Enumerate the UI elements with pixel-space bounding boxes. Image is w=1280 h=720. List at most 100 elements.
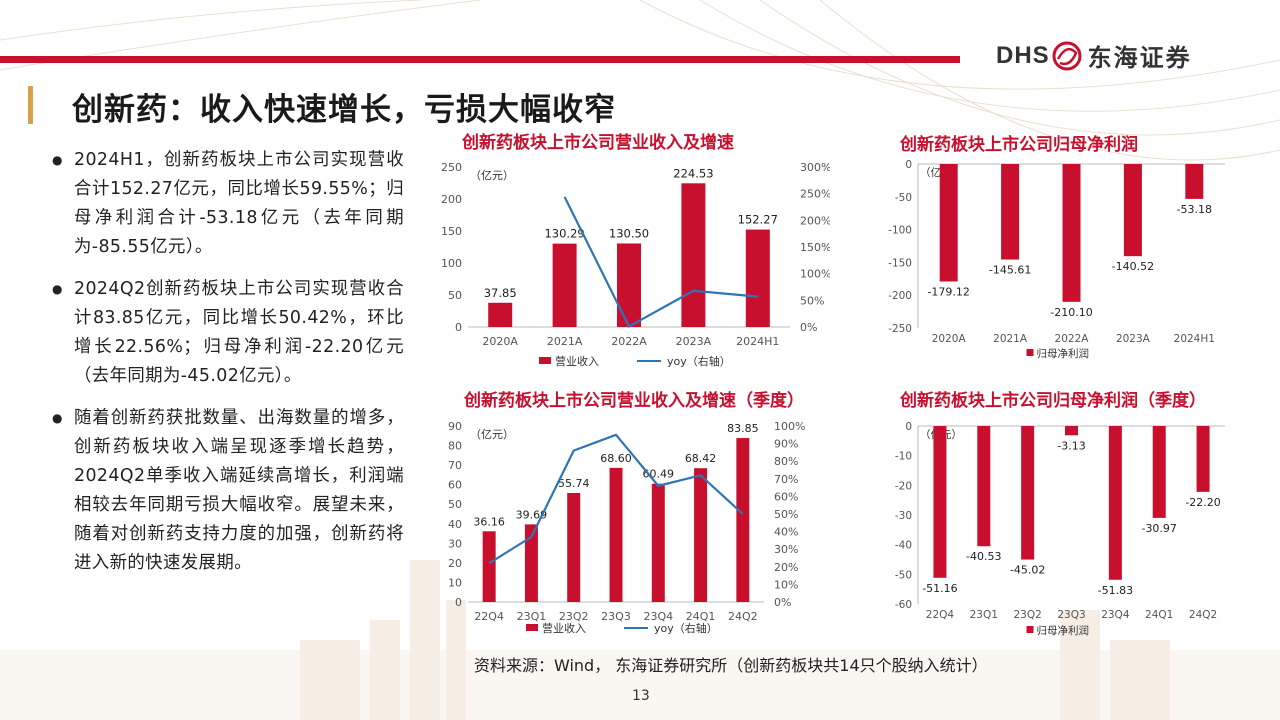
- y-tick-label: 0: [455, 596, 462, 609]
- data-label: -22.20: [1185, 496, 1220, 509]
- page-title: 创新药：收入快速增长，亏损大幅收窄: [72, 92, 616, 128]
- y-tick-label: 100: [441, 257, 462, 270]
- y-tick-label: 90: [448, 420, 462, 433]
- bar: [617, 243, 641, 327]
- c4-svg: 0-10-20-30-40-50-60（亿元）-51.16-40.53-45.0…: [895, 421, 1225, 637]
- y2-tick-label: 200%: [800, 214, 830, 227]
- chart2-title: 创新药板块上市公司归母净利润: [900, 135, 1138, 155]
- y-tick-label: -50: [895, 192, 912, 204]
- y2-tick-label: 0%: [800, 321, 817, 334]
- y2-tick-label: 250%: [800, 188, 830, 201]
- y2-tick-label: 60%: [774, 490, 798, 503]
- bar: [977, 426, 991, 547]
- y-tick-label: 150: [441, 225, 462, 238]
- bar: [1108, 426, 1122, 580]
- data-label: 224.53: [673, 166, 713, 180]
- data-label: 55.74: [558, 477, 590, 490]
- data-label: 39.69: [516, 508, 548, 521]
- y-tick-label: 50: [448, 498, 462, 511]
- y2-tick-label: 70%: [774, 473, 798, 486]
- bar: [1123, 164, 1142, 257]
- bar: [567, 492, 581, 602]
- y-tick-label: 10: [448, 576, 462, 589]
- profit-annual-chart: 0-50-100-150-200-250（亿元）-179.12-145.61-2…: [880, 152, 1240, 367]
- data-label: -3.13: [1057, 439, 1085, 452]
- x-tick-label: 2020A: [482, 335, 518, 348]
- x-tick-label: 23Q1: [517, 610, 547, 623]
- data-label: 68.42: [685, 452, 717, 465]
- legend-label: yoy（右轴）: [667, 354, 731, 368]
- legend-label: 营业收入: [555, 354, 599, 368]
- y-tick-label: 250: [441, 161, 462, 174]
- x-tick-label: 2021A: [993, 333, 1028, 345]
- data-label: 130.29: [544, 227, 584, 241]
- x-tick-label: 2022A: [611, 335, 647, 348]
- x-tick-label: 23Q1: [970, 609, 998, 621]
- bar: [939, 164, 958, 282]
- data-label: -140.52: [1112, 260, 1154, 273]
- revenue-quarterly-chart: 0 10 20 30 40 50 60 70 80 90 （亿元） 36.16 39.69 55.74 68…: [430, 410, 830, 642]
- y-tick-label: -200: [888, 290, 912, 302]
- x-tick-label: 2024H1: [1174, 333, 1215, 345]
- y-tick-label: 60: [448, 479, 462, 492]
- y2-tick-label: 0%: [774, 596, 791, 609]
- y-tick-label: -150: [888, 257, 912, 269]
- y2-tick-label: 50%: [774, 508, 798, 521]
- logo-text-cn: 东海证券: [1087, 44, 1192, 72]
- x-tick-label: 22Q4: [926, 609, 955, 621]
- data-label: -53.18: [1177, 203, 1212, 216]
- data-label: 68.60: [600, 452, 632, 465]
- y2-tick-label: 150%: [800, 241, 830, 254]
- y2-tick-label: 90%: [774, 438, 798, 451]
- bar: [736, 438, 750, 602]
- bar: [609, 467, 623, 602]
- bar: [1185, 164, 1204, 199]
- bar: [1021, 426, 1035, 560]
- x-tick-label: 2021A: [547, 335, 583, 348]
- x-tick-label: 23Q4: [1101, 609, 1130, 621]
- x-tick-label: 2023A: [1116, 333, 1151, 345]
- y2-tick-label: 100%: [800, 268, 830, 281]
- y-tick-label: -50: [895, 569, 912, 581]
- x-tick-label: 24Q2: [1189, 609, 1217, 621]
- y-tick-label: 30: [448, 537, 462, 550]
- bar: [1001, 164, 1020, 260]
- logo-text-en: DHS: [996, 41, 1050, 69]
- y2-tick-label: 50%: [800, 294, 824, 307]
- bar: [1062, 164, 1081, 302]
- data-label: -51.16: [922, 582, 957, 595]
- data-label: -45.02: [1010, 564, 1045, 577]
- data-label: 152.27: [738, 213, 778, 227]
- data-label: 37.85: [484, 286, 517, 300]
- unit-label: （亿元）: [470, 169, 514, 182]
- x-tick-label: 2020A: [932, 333, 967, 345]
- legend-label: 营业收入: [542, 621, 586, 635]
- y-tick-label: 0: [905, 421, 912, 433]
- y-tick-label: 70: [448, 459, 462, 472]
- page-number: 13: [632, 688, 650, 704]
- x-tick-label: 22Q4: [474, 610, 504, 623]
- company-logo: DHS 东海证券: [996, 38, 1192, 73]
- data-label: -210.10: [1050, 306, 1092, 319]
- y2-tick-label: 300%: [800, 161, 830, 174]
- data-label: 130.50: [609, 226, 649, 240]
- legend-swatch-bar: [1026, 349, 1034, 356]
- yoy-line: [563, 196, 758, 328]
- bar: [488, 302, 513, 327]
- c2-svg: 0-50-100-150-200-250（亿元）-179.12-145.61-2…: [888, 159, 1225, 360]
- data-label: 83.85: [727, 422, 759, 435]
- y-tick-label: 80: [448, 440, 462, 453]
- y-tick-label: 0: [455, 321, 462, 334]
- data-label: -51.83: [1098, 584, 1133, 597]
- y2-tick-label: 80%: [774, 455, 798, 468]
- bar: [1065, 426, 1078, 436]
- c3-svg: 0 10 20 30 40 50 60 70 80 90 （亿元） 36.16 39.69 55.74 68…: [448, 420, 805, 635]
- bar: [1196, 426, 1210, 492]
- legend-label: 归母净利润: [1037, 347, 1090, 360]
- legend-label: yoy（右轴）: [654, 621, 718, 635]
- bullet-item: 2024Q2创新药板块上市公司实现营收合计83.85亿元，同比增长50.42%，…: [52, 275, 404, 391]
- source-note: 资料来源：Wind， 东海证券研究所（创新药板块共14只个股纳入统计）: [474, 656, 988, 675]
- chart3-title: 创新药板块上市公司营业收入及增速（季度）: [464, 391, 804, 411]
- title-accent-bar: [28, 86, 33, 124]
- y-tick-label: 20: [448, 557, 462, 570]
